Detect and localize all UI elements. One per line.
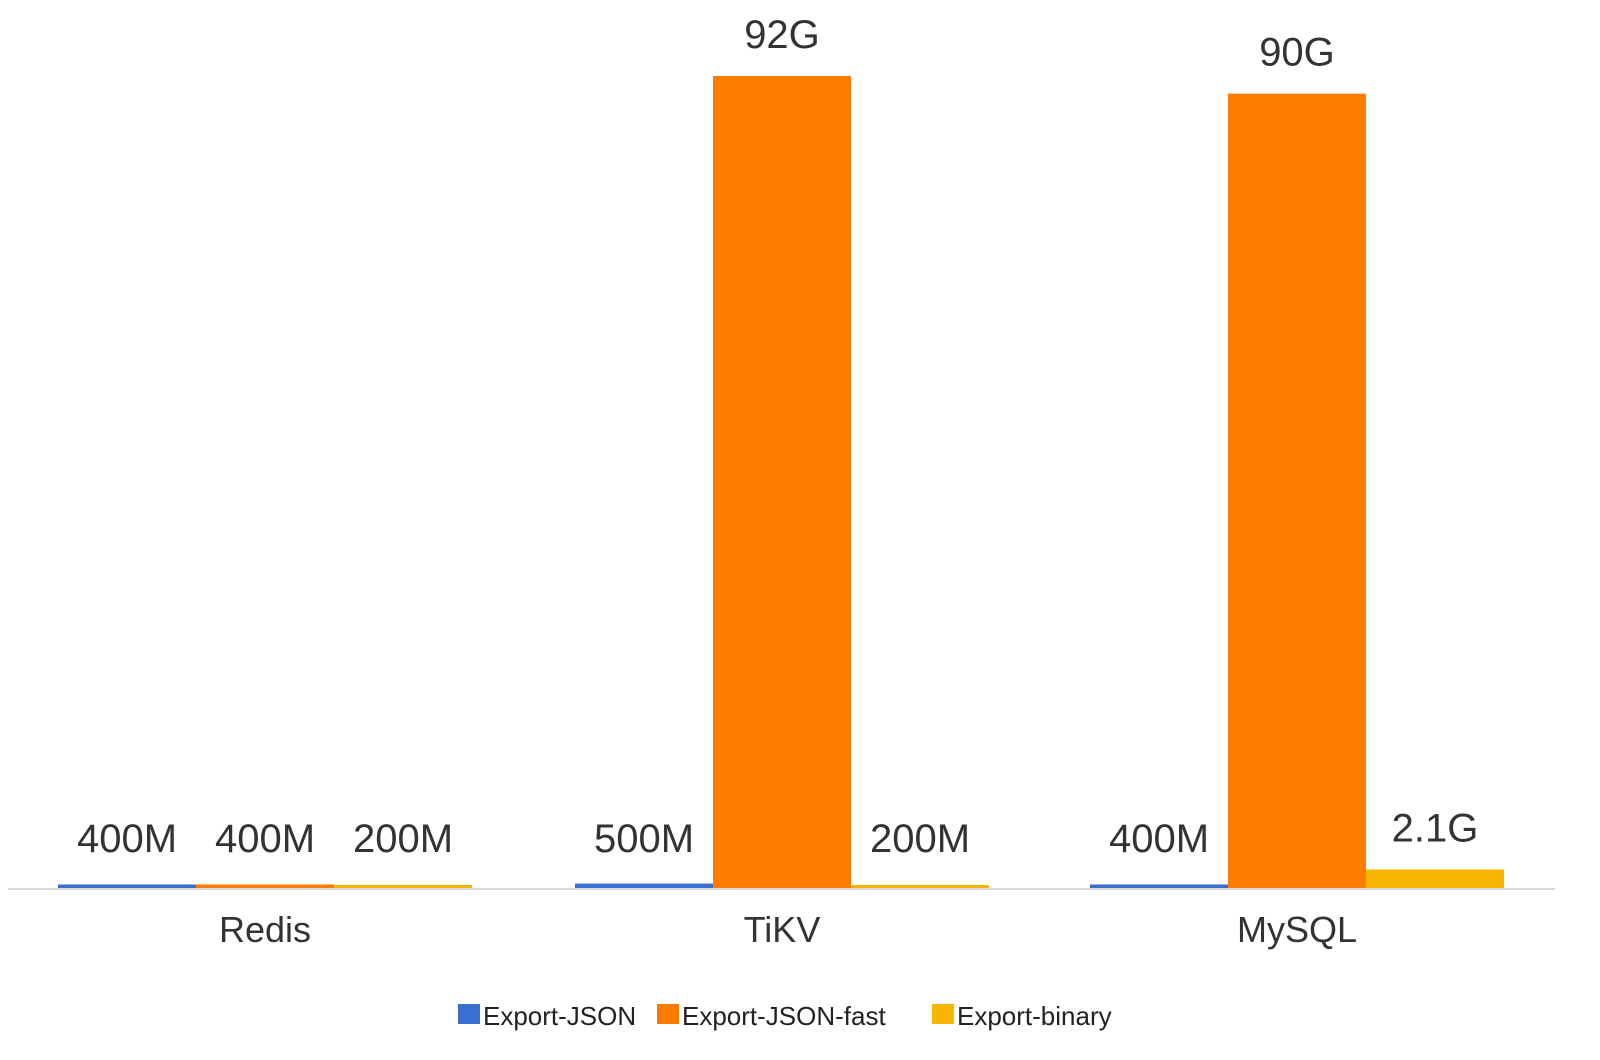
bar-redis-export-json [58, 884, 196, 888]
legend-swatch-export-json-fast [657, 1004, 679, 1024]
x-tick-redis: Redis [219, 909, 311, 950]
bar-redis-export-binary [334, 885, 472, 888]
legend-label-export-json: Export-JSON [483, 1001, 636, 1031]
data-label-tikv-export-json: 500M [594, 817, 694, 861]
legend: Export-JSON Export-JSON-fast Export-binary [458, 1001, 1112, 1031]
legend-swatch-export-binary [932, 1004, 954, 1024]
data-label-mysql-export-json: 400M [1109, 817, 1209, 861]
data-label-redis-export-json: 400M [77, 817, 177, 861]
bar-redis-export-json-fast [196, 884, 334, 888]
data-label-mysql-export-binary: 2.1G [1392, 806, 1479, 850]
bar-mysql-export-json [1090, 884, 1228, 888]
bars-layer [58, 76, 1504, 889]
data-label-tikv-export-binary: 200M [870, 817, 970, 861]
x-tick-tikv: TiKV [744, 909, 821, 950]
data-label-redis-export-binary: 200M [353, 817, 453, 861]
bar-mysql-export-json-fast [1228, 93, 1366, 889]
x-tick-labels: Redis TiKV MySQL [219, 909, 1357, 950]
legend-swatch-export-json [458, 1004, 480, 1024]
data-label-redis-export-json-fast: 400M [215, 817, 315, 861]
legend-label-export-json-fast: Export-JSON-fast [682, 1001, 886, 1031]
data-label-tikv-export-json-fast: 92G [744, 13, 820, 57]
bar-tikv-export-json [575, 883, 713, 888]
legend-label-export-binary: Export-binary [957, 1001, 1112, 1031]
data-labels-layer: 400M 400M 200M 500M 92G 200M 400M 90G 2.1G [77, 13, 1478, 861]
x-tick-mysql: MySQL [1237, 909, 1357, 950]
bar-mysql-export-binary [1366, 869, 1504, 888]
bar-tikv-export-binary [851, 885, 989, 888]
bar-tikv-export-json-fast [713, 76, 851, 888]
data-label-mysql-export-json-fast: 90G [1259, 31, 1335, 75]
